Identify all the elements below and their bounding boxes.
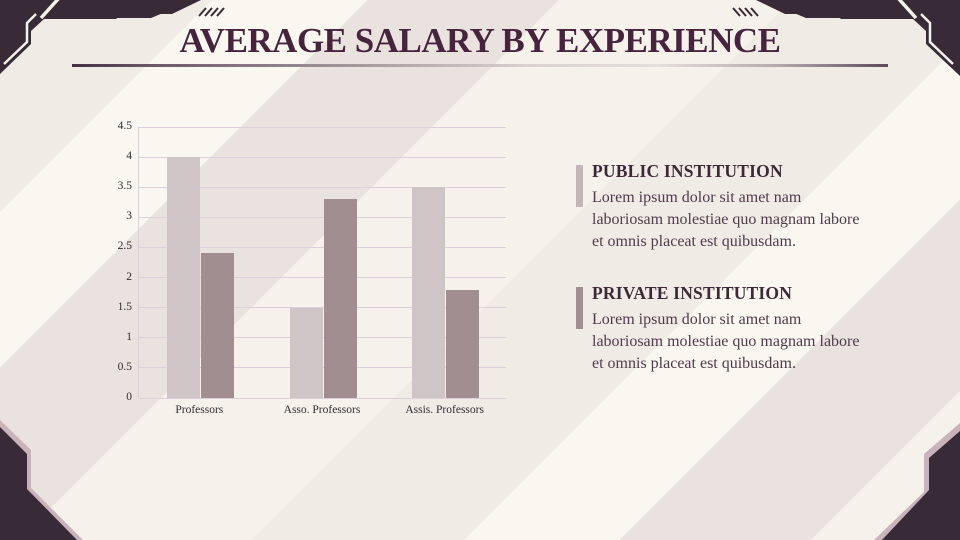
gridline bbox=[139, 397, 506, 399]
x-tick-label: Professors bbox=[175, 404, 224, 416]
gridline bbox=[139, 156, 506, 158]
title-underline bbox=[72, 64, 888, 67]
bar bbox=[446, 289, 480, 398]
y-tick-label: 3.5 bbox=[117, 180, 132, 193]
y-tick-label: 1.5 bbox=[117, 300, 132, 313]
gridline bbox=[139, 126, 506, 128]
section-heading: PRIVATE INSTITUTION bbox=[592, 283, 793, 303]
legend-section-public: PUBLIC INSTITUTION Lorem ipsum dolor sit… bbox=[576, 161, 886, 253]
gridline bbox=[139, 186, 506, 188]
y-tick-label: 4 bbox=[126, 150, 132, 163]
bar bbox=[289, 307, 323, 398]
gridline bbox=[139, 277, 506, 279]
gridline bbox=[139, 337, 506, 339]
gridline bbox=[139, 216, 506, 218]
y-tick-label: 2.5 bbox=[117, 240, 132, 253]
slide-title: AVERAGE SALARY BY EXPERIENCE bbox=[179, 21, 781, 60]
y-tick-label: 0.5 bbox=[117, 360, 132, 373]
bar bbox=[166, 157, 200, 398]
private-series-marker-icon bbox=[576, 287, 583, 329]
bar bbox=[323, 199, 357, 398]
y-tick-label: 2 bbox=[126, 270, 132, 283]
section-body: Lorem ipsum dolor sit amet nam laboriosa… bbox=[592, 311, 860, 372]
bar bbox=[412, 187, 446, 398]
public-series-marker-icon bbox=[576, 165, 583, 207]
y-tick-label: 4.5 bbox=[117, 120, 132, 132]
y-tick-label: 3 bbox=[126, 210, 132, 223]
legend-sections: PUBLIC INSTITUTION Lorem ipsum dolor sit… bbox=[576, 161, 886, 405]
plot-area bbox=[138, 126, 506, 399]
section-heading: PUBLIC INSTITUTION bbox=[592, 161, 783, 181]
x-tick-label: Asso. Professors bbox=[283, 404, 361, 416]
gridline bbox=[139, 307, 506, 309]
corner-decoration-bottom-right bbox=[874, 423, 960, 540]
gridline bbox=[139, 246, 506, 248]
x-tick-label: Assis. Professors bbox=[405, 404, 484, 416]
corner-decoration-bottom-left bbox=[0, 420, 83, 540]
y-tick-label: 0 bbox=[126, 391, 132, 403]
gridline bbox=[139, 367, 506, 369]
legend-section-private: PRIVATE INSTITUTION Lorem ipsum dolor si… bbox=[576, 283, 886, 375]
y-tick-label: 1 bbox=[126, 330, 132, 343]
section-body: Lorem ipsum dolor sit amet nam laboriosa… bbox=[592, 189, 860, 250]
bar bbox=[200, 253, 234, 398]
